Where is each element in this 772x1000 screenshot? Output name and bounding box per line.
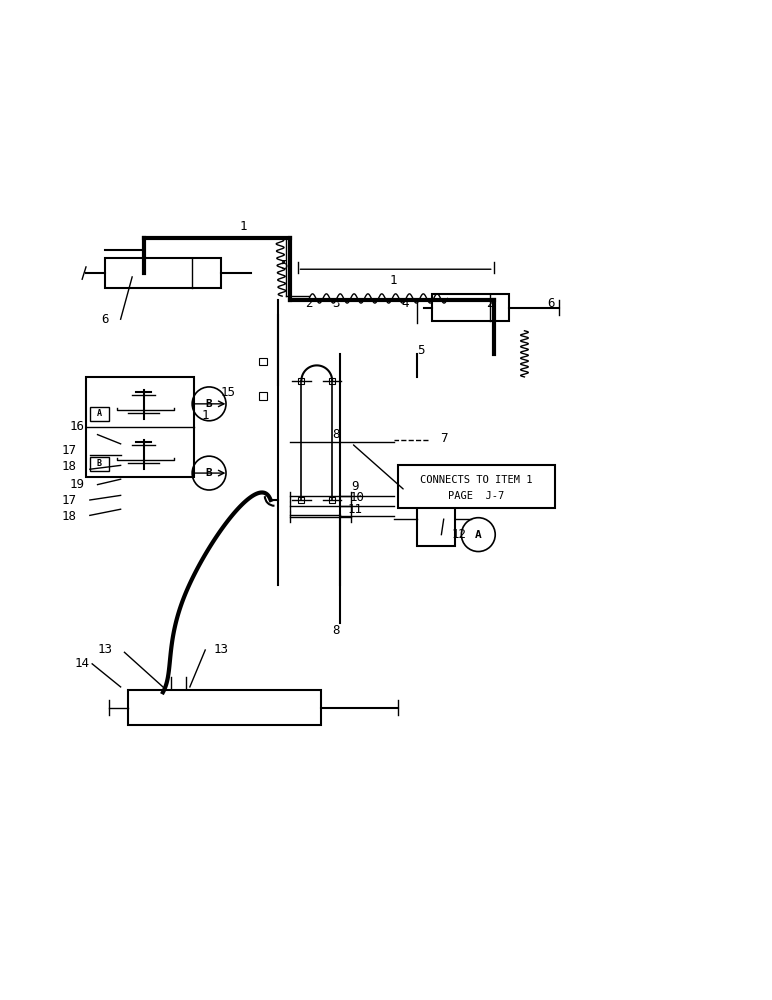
Bar xyxy=(298,378,304,384)
Text: 6: 6 xyxy=(101,313,109,326)
Text: 15: 15 xyxy=(221,386,235,399)
Text: 10: 10 xyxy=(349,491,364,504)
Text: 14: 14 xyxy=(75,657,90,670)
Text: 2: 2 xyxy=(306,297,313,310)
Text: 1: 1 xyxy=(240,220,248,233)
Bar xyxy=(105,258,221,288)
Bar xyxy=(86,377,194,477)
Bar xyxy=(398,465,555,508)
Bar xyxy=(128,690,320,725)
Text: 7: 7 xyxy=(440,432,448,445)
Text: 4: 4 xyxy=(401,297,409,310)
Text: 19: 19 xyxy=(69,478,84,491)
Text: 12: 12 xyxy=(452,528,466,541)
Bar xyxy=(259,392,267,400)
Text: B: B xyxy=(205,399,212,409)
Text: 17: 17 xyxy=(62,444,76,457)
Text: 16: 16 xyxy=(69,420,84,433)
Bar xyxy=(432,294,509,321)
Text: 1: 1 xyxy=(201,409,209,422)
Text: 1: 1 xyxy=(390,274,398,287)
Text: 6: 6 xyxy=(547,297,555,310)
Text: 5: 5 xyxy=(417,344,425,357)
Text: 18: 18 xyxy=(62,510,76,523)
Text: 17: 17 xyxy=(62,494,76,507)
Text: PAGE  J-7: PAGE J-7 xyxy=(449,491,505,501)
Bar xyxy=(329,378,335,384)
Text: A: A xyxy=(475,530,482,540)
Bar xyxy=(298,497,304,503)
Text: 18: 18 xyxy=(62,460,76,473)
Text: 2: 2 xyxy=(486,297,493,310)
Bar xyxy=(90,407,109,421)
Text: B: B xyxy=(205,468,212,478)
Text: 5: 5 xyxy=(280,259,287,272)
Text: A: A xyxy=(97,409,102,418)
Bar xyxy=(90,457,109,471)
Bar xyxy=(329,497,335,503)
Bar xyxy=(417,485,455,546)
Text: 9: 9 xyxy=(351,480,359,493)
Text: 8: 8 xyxy=(332,624,340,637)
Text: 11: 11 xyxy=(347,503,363,516)
Text: 13: 13 xyxy=(213,643,228,656)
Text: 8: 8 xyxy=(332,428,340,441)
Text: 3: 3 xyxy=(332,297,340,310)
Text: 13: 13 xyxy=(98,643,113,656)
Text: B: B xyxy=(97,459,102,468)
Text: CONNECTS TO ITEM 1: CONNECTS TO ITEM 1 xyxy=(420,475,533,485)
Bar xyxy=(259,358,267,365)
